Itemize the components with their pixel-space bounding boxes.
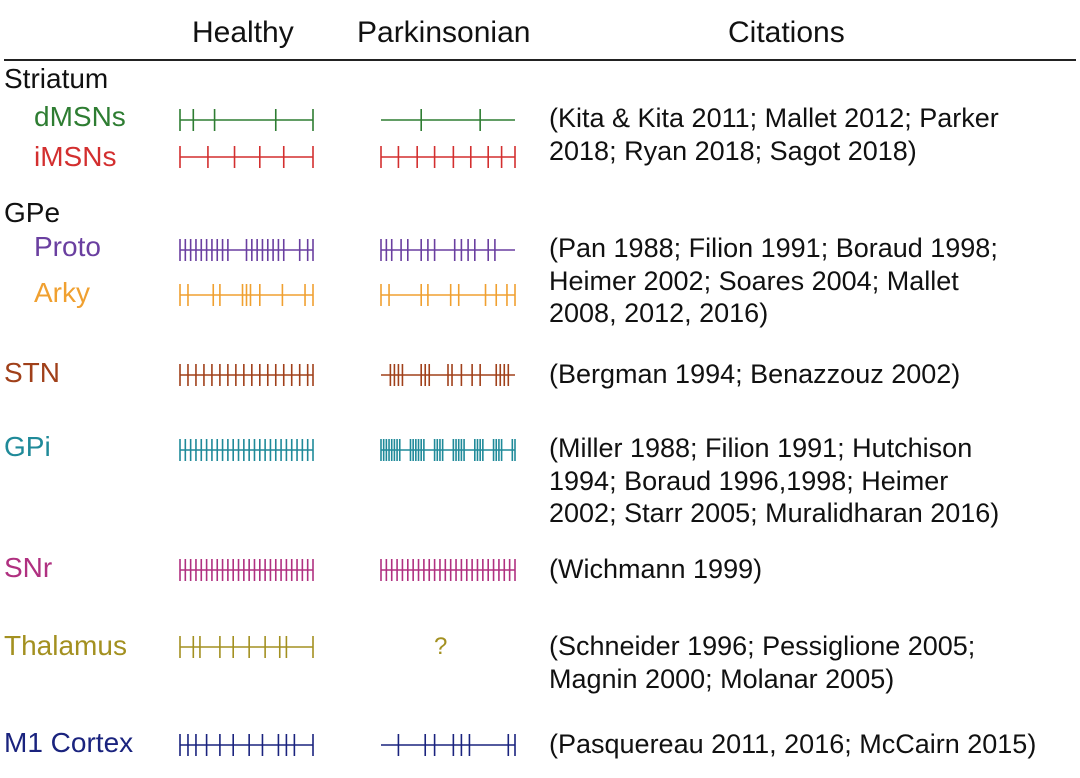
region-label-arky: Arky bbox=[34, 277, 90, 308]
healthy-column-header: Healthy bbox=[192, 16, 294, 49]
parkinsonian-column-header: Parkinsonian bbox=[357, 16, 531, 49]
proto-healthy-train bbox=[179, 239, 314, 261]
region-label-striatum: Striatum bbox=[4, 63, 109, 94]
region-label-m1-cortex: M1 Cortex bbox=[4, 727, 134, 758]
region-label-gpe: GPe bbox=[4, 197, 61, 228]
citation-m1-cortex: (Pasquereau 2011, 2016; McCairn 2015) bbox=[549, 729, 1037, 759]
region-label-imsns: iMSNs bbox=[34, 141, 117, 172]
citation-msns: (Kita & Kita 2011; Mallet 2012; Parker 2… bbox=[549, 103, 999, 166]
citations-column-header: Citations bbox=[728, 16, 845, 49]
m1-healthy-train bbox=[179, 734, 314, 756]
region-label-thalamus: Thalamus bbox=[4, 630, 127, 661]
stn-parkinsonian-train bbox=[381, 364, 515, 386]
arky-healthy-train bbox=[179, 284, 314, 306]
region-label-dmsns: dMSNs bbox=[34, 101, 126, 132]
imsns-parkinsonian-train bbox=[380, 146, 516, 168]
m1-parkinsonian-train bbox=[381, 734, 516, 756]
gpi-parkinsonian-train bbox=[380, 439, 516, 461]
proto-parkinsonian-train bbox=[380, 239, 515, 261]
imsns-healthy-train bbox=[179, 146, 314, 168]
citation-stn: (Bergman 1994; Benazzouz 2002) bbox=[549, 359, 961, 389]
region-label-snr: SNr bbox=[4, 552, 53, 583]
region-label-proto: Proto bbox=[34, 231, 101, 262]
citation-thalamus: (Schneider 1996; Pessiglione 2005; Magni… bbox=[549, 631, 976, 694]
citation-gpe: (Pan 1988; Filion 1991; Boraud 1998; Hei… bbox=[549, 233, 998, 328]
region-label-gpi: GPi bbox=[4, 431, 51, 462]
snr-healthy-train bbox=[179, 559, 314, 581]
arky-parkinsonian-train bbox=[380, 284, 516, 306]
citation-gpi: (Miller 1988; Filion 1991; Hutchison 199… bbox=[549, 433, 1000, 528]
citation-snr: (Wichmann 1999) bbox=[549, 554, 763, 584]
thalamus-healthy-train bbox=[179, 636, 314, 658]
dmsns-parkinsonian-train bbox=[381, 109, 515, 131]
snr-parkinsonian-train bbox=[380, 559, 516, 581]
region-label-stn: STN bbox=[4, 357, 60, 388]
gpi-healthy-train bbox=[179, 439, 314, 461]
dmsns-healthy-train bbox=[179, 109, 314, 131]
parkinsonian-unknown-marker: ? bbox=[434, 633, 448, 660]
header-divider bbox=[4, 59, 1076, 61]
stn-healthy-train bbox=[179, 364, 314, 386]
